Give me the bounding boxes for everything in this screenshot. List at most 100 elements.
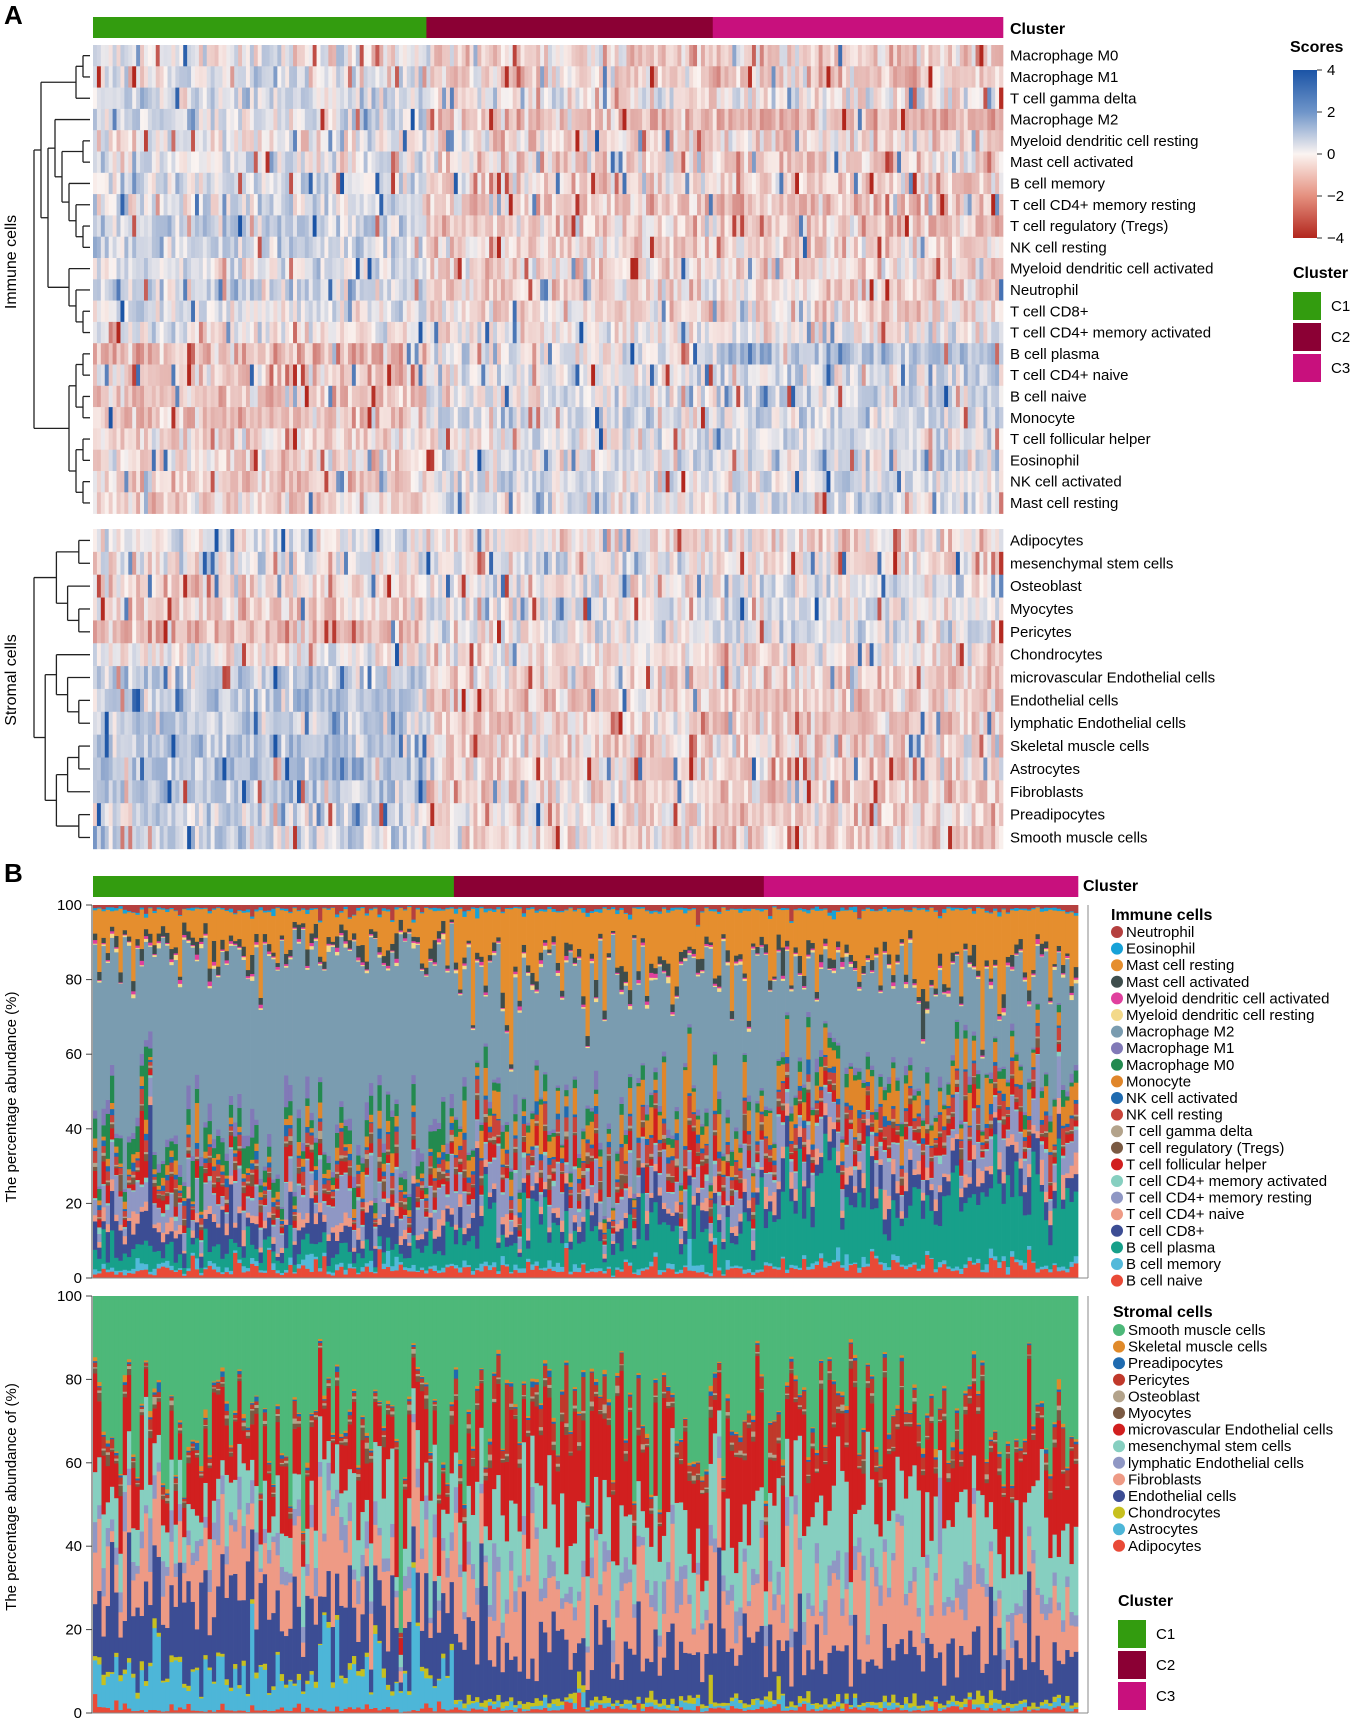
immune-heat-cell	[465, 215, 470, 237]
immune-heat-cell	[206, 45, 212, 67]
immune-heat-cell	[595, 236, 600, 259]
heatmap-cluster-segment-C2	[426, 17, 714, 38]
immune-heat-cell	[383, 407, 388, 429]
immune-heat-cell	[500, 364, 506, 387]
immune-heat-cell	[728, 407, 733, 429]
immune-heat-cell	[850, 343, 855, 365]
immune-heat-cell	[132, 321, 137, 344]
immune-heat-cell	[916, 194, 921, 216]
immune-heat-cell	[728, 279, 733, 301]
immune-heat-cell	[618, 172, 623, 195]
immune-heat-cell	[477, 130, 482, 152]
immune-heat-cell	[308, 407, 313, 429]
immune-heat-cell	[865, 428, 870, 450]
immune-heat-cell	[857, 428, 863, 450]
immune-heat-cell	[853, 471, 859, 493]
immune-heat-cell	[163, 428, 168, 450]
immune-heat-cell	[324, 215, 329, 237]
immune-heat-cell	[955, 108, 961, 131]
immune-heat-cell	[952, 407, 957, 429]
immune-heat-cell	[540, 66, 545, 88]
immune-heat-cell	[257, 45, 263, 67]
immune-heat-cell	[861, 215, 867, 237]
immune-heat-cell	[873, 343, 878, 365]
immune-heat-cell	[230, 279, 235, 301]
immune-heat-cell	[308, 364, 313, 387]
immune-heat-cell	[245, 66, 251, 88]
immune-heat-cell	[218, 151, 223, 174]
immune-heat-cell	[489, 66, 494, 88]
immune-heat-cell	[340, 258, 345, 280]
immune-heat-cell	[971, 279, 976, 301]
immune-heat-cell	[673, 236, 678, 259]
immune-heat-cell	[532, 279, 537, 301]
immune-heat-cell	[473, 108, 478, 131]
immune-heat-cell	[520, 194, 525, 216]
immune-heat-cell	[179, 215, 184, 237]
immune-heat-cell	[622, 364, 627, 387]
immune-heat-cell	[147, 66, 153, 88]
immune-heat-cell	[316, 279, 321, 301]
immune-heat-cell	[795, 151, 800, 174]
immune-heat-cell	[359, 194, 364, 216]
immune-heat-cell	[96, 66, 102, 88]
immune-heat-cell	[544, 492, 549, 514]
immune-heat-cell	[167, 130, 172, 152]
immune-heat-cell	[265, 471, 270, 493]
immune-heat-cell	[375, 471, 380, 493]
immune-heat-cell	[340, 194, 345, 216]
immune-heat-cell	[767, 449, 772, 472]
immune-heat-cell	[622, 172, 627, 195]
immune-heat-cell	[614, 130, 619, 152]
immune-heat-cell	[799, 194, 804, 216]
immune-heat-cell	[112, 66, 117, 88]
immune-heat-cell	[245, 151, 251, 174]
immune-heat-cell	[775, 172, 780, 195]
immune-heat-cell	[242, 428, 247, 450]
immune-heat-cell	[289, 130, 294, 152]
immune-heat-cell	[959, 471, 965, 493]
immune-heat-cell	[406, 385, 412, 408]
immune-heat-cell	[124, 492, 129, 514]
immune-heat-cell	[469, 428, 474, 450]
immune-heat-cell	[944, 428, 949, 450]
immune-heat-cell	[328, 130, 333, 152]
immune-heat-cell	[889, 321, 894, 344]
immune-heat-cell	[983, 236, 988, 259]
immune-heat-cell	[512, 87, 517, 110]
immune-heat-cell	[767, 66, 772, 88]
immune-heat-cell	[500, 385, 506, 408]
immune-heat-cell	[728, 449, 733, 472]
immune-heat-cell	[975, 385, 980, 408]
immune-heat-cell	[116, 108, 121, 131]
immune-heat-cell	[657, 343, 663, 365]
immune-heat-cell	[697, 300, 702, 323]
immune-heat-cell	[477, 300, 482, 323]
immune-heat-cell	[426, 258, 431, 280]
immune-heat-cell	[814, 407, 819, 429]
immune-heat-cell	[673, 364, 678, 387]
immune-heat-cell	[167, 428, 172, 450]
immune-heat-cell	[771, 321, 776, 344]
immune-heat-cell	[438, 108, 443, 131]
immune-heat-cell	[689, 279, 694, 301]
immune-heat-cell	[673, 428, 678, 450]
immune-heat-cell	[363, 87, 368, 110]
immune-heat-cell	[904, 45, 910, 67]
immune-heat-cell	[802, 300, 808, 323]
immune-heat-cell	[795, 215, 800, 237]
immune-heat-cell	[245, 194, 251, 216]
immune-heat-cell	[520, 364, 525, 387]
immune-heat-cell	[481, 130, 486, 152]
immune-heat-cell	[716, 45, 721, 67]
immune-heat-cell	[340, 385, 345, 408]
immune-heat-cell	[583, 407, 588, 429]
immune-heat-cell	[155, 151, 161, 174]
immune-heat-cell	[873, 215, 878, 237]
immune-heat-cell	[881, 236, 886, 259]
immune-heat-cell	[912, 449, 918, 472]
immune-heat-cell	[771, 87, 776, 110]
immune-heat-cell	[940, 172, 945, 195]
immune-heat-cell	[242, 279, 247, 301]
immune-heat-cell	[171, 385, 176, 408]
